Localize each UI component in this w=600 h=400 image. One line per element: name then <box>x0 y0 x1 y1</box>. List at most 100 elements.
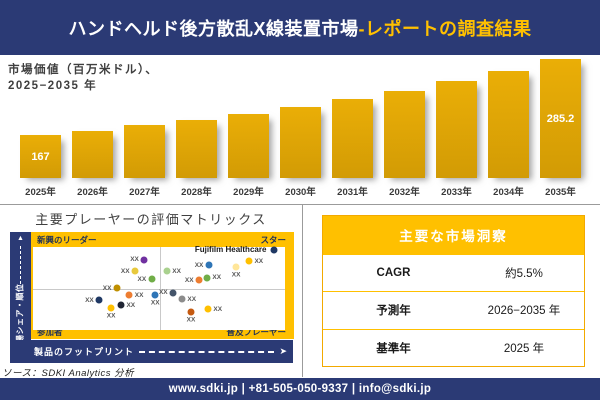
page-title-main: ハンドヘルド後方散乱X線装置市場 <box>68 18 359 39</box>
scatter-point: XX <box>232 263 240 279</box>
point-label: XX <box>213 305 223 313</box>
bar-2034年 <box>488 70 529 178</box>
scatter-point: XX <box>103 284 121 292</box>
row-label-forecast-years: 予測年 <box>376 305 411 318</box>
matrix-title: 主要プレーヤーの評価マトリックス <box>35 212 267 227</box>
matrix-grid-horizontal <box>33 288 285 290</box>
company-label: Fujifilm Healthcare <box>194 245 267 255</box>
scatter-point: XX <box>187 308 195 323</box>
point-label: XX <box>85 296 94 304</box>
point-label: XX <box>120 267 130 275</box>
point-label: XX <box>130 256 139 264</box>
dot-icon <box>195 276 203 284</box>
point-label: XX <box>194 261 204 269</box>
dot-icon <box>204 305 212 313</box>
x-axis-tick-label: 2034年 <box>493 187 524 198</box>
matrix-y-axis-bar <box>10 232 31 363</box>
table-row: 予測年 2026−2035 年 <box>323 291 584 328</box>
vertical-divider <box>302 205 303 377</box>
x-axis-tick-label: 2032年 <box>389 187 420 198</box>
scatter-point: XX <box>117 301 135 309</box>
point-label: XX <box>184 276 194 284</box>
footer-bar: www.sdki.jp | +81-505-050-9337 | info@sd… <box>0 378 600 400</box>
point-label: XX <box>134 291 144 299</box>
x-axis-tick-label: 2033年 <box>441 187 472 198</box>
scatter-point: XX <box>195 261 213 269</box>
dot-icon <box>203 274 211 282</box>
source-note: ソース：SDKI Analytics 分析 <box>2 368 135 379</box>
insights-table: 主要な市場洞察 CAGR 約5.5% 予測年 2026−2035 年 基準年 2… <box>322 215 585 367</box>
scatter-point: XX <box>245 257 263 265</box>
bar-2032年 <box>384 90 425 178</box>
scatter-point: XX <box>163 267 181 275</box>
row-value-forecast-years: 2026−2035 年 <box>487 305 561 318</box>
point-label: XX <box>254 257 264 265</box>
bar-2026年 <box>72 130 113 178</box>
scatter-point: XX <box>178 295 196 303</box>
point-label: XX <box>102 284 112 292</box>
dot-icon <box>232 263 240 271</box>
bar-2031年 <box>332 99 373 178</box>
insights-table-header: 主要な市場洞察 <box>323 216 584 254</box>
dot-icon <box>140 256 148 264</box>
bar-value-label: 285.2 <box>546 112 575 125</box>
arrow-right-icon: ➤ <box>279 346 287 356</box>
horizontal-divider <box>0 204 600 205</box>
scatter-point: XX <box>138 275 156 283</box>
scatter-point: XX <box>130 256 148 264</box>
dot-icon <box>107 304 115 312</box>
matrix-x-axis-dashes <box>139 350 275 353</box>
table-row: 基準年 2025 年 <box>323 328 584 366</box>
point-label: XX <box>172 267 181 275</box>
matrix-x-axis-bar: 製品のフットプリント ➤ <box>10 340 293 363</box>
point-label: XX <box>150 299 160 307</box>
point-label: XX <box>186 316 196 324</box>
dot-icon <box>95 296 103 304</box>
dot-icon <box>163 267 171 275</box>
scatter-point: XX <box>204 305 222 313</box>
point-label: XX <box>106 312 116 320</box>
bar-2030年 <box>280 106 321 178</box>
bar-2025年: 167 <box>20 135 61 178</box>
chart-subtitle-line1: 市場価値（百万米ドル）、 <box>8 64 159 76</box>
x-axis-tick-label: 2030年 <box>285 187 316 198</box>
bar-2029年 <box>228 113 269 178</box>
scatter-point: XX <box>121 267 139 275</box>
dot-icon <box>151 291 159 299</box>
arrow-up-icon: ▲ <box>17 235 24 242</box>
header-banner: ハンドヘルド後方散乱X線装置市場-レポートの調査結果 <box>0 0 600 55</box>
bar-2027年 <box>124 125 165 178</box>
x-axis-tick-label: 2031年 <box>337 187 368 198</box>
scatter-point: XX <box>151 291 160 306</box>
row-value-base-year: 2025 年 <box>503 342 545 355</box>
x-axis-tick-label: 2026年 <box>77 187 108 198</box>
matrix-grid-vertical <box>160 247 161 330</box>
chart-subtitle: 市場価値（百万米ドル）、 2025−2035 年 <box>8 62 158 94</box>
matrix-y-axis-dashes <box>20 246 21 284</box>
dot-icon <box>245 257 253 265</box>
matrix-plot-area: XX XX XX XX XX XX XX XX XX XX XX XX XX Fujifilm Healt… <box>33 245 285 330</box>
scatter-point: XX <box>159 289 177 297</box>
bar-2033年 <box>436 81 477 178</box>
page-title-accent: -レポートの調査結果 <box>358 18 532 39</box>
scatter-point: XX <box>125 291 143 299</box>
point-label: XX <box>212 274 222 282</box>
table-row: CAGR 約5.5% <box>323 254 584 291</box>
scatter-point: XX <box>107 304 115 320</box>
dot-icon <box>125 291 133 299</box>
matrix-x-axis-label: 製品のフットプリント <box>34 347 135 357</box>
point-label: XX <box>137 275 147 283</box>
x-axis-tick-label: 2025年 <box>25 187 56 198</box>
bar-2035年: 285.2 <box>540 59 581 178</box>
point-label: XX <box>126 301 136 309</box>
scatter-point-Fujifilm Healthcare: Fujifilm Healthcare <box>195 245 278 254</box>
quadrant-label-top-left: 新興のリーダー <box>37 235 97 245</box>
row-value-cagr: 約5.5% <box>505 268 543 281</box>
scatter-point: XX <box>203 274 221 282</box>
dot-icon <box>169 289 177 297</box>
dot-icon <box>117 301 125 309</box>
dot-icon <box>148 275 156 283</box>
dot-icon <box>113 284 121 292</box>
